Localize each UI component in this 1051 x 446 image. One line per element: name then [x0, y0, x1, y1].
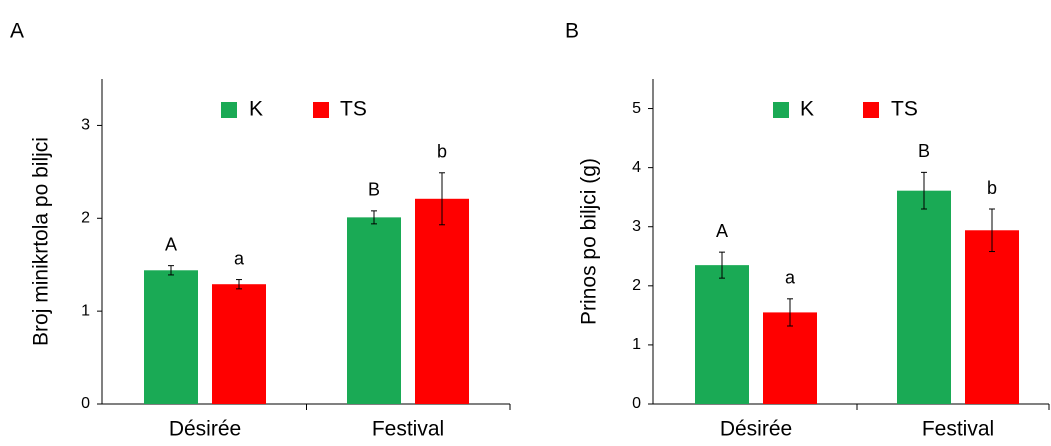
- chart-a-bar-ts: [415, 198, 469, 404]
- chart-a-x-tick-label: Festival: [372, 418, 444, 441]
- chart-a-panel-label: A: [10, 20, 24, 43]
- chart-b-y-tick-label: 5: [632, 100, 641, 117]
- chart-a-significance-letter: A: [165, 234, 177, 254]
- chart-b-significance-letter: B: [918, 141, 930, 161]
- chart-a-legend-label-ts: TS: [340, 98, 367, 121]
- chart-b-x-tick-label: Désirée: [720, 418, 792, 441]
- chart-b-bar-ts: [763, 312, 817, 404]
- chart-b-legend-label-ts: TS: [891, 98, 918, 121]
- chart-a-legend-label-k: K: [249, 98, 263, 121]
- chart-a-bar-ts: [212, 284, 266, 404]
- chart-a-y-axis-label: Broj minikrtola po biljci: [30, 137, 53, 346]
- chart-b-legend-label-k: K: [800, 98, 814, 121]
- chart-a-significance-letter: B: [368, 180, 380, 200]
- chart-a-bar-k: [347, 217, 401, 404]
- chart-b-significance-letter: b: [987, 178, 997, 198]
- chart-b-y-tick-label: 0: [632, 395, 641, 412]
- chart-a-significance-letter: b: [437, 142, 447, 162]
- chart-a-significance-letter: a: [234, 248, 245, 268]
- chart-b-y-axis-label: Prinos po biljci (g): [578, 158, 601, 325]
- chart-b-legend-swatch-ts: [863, 102, 879, 118]
- chart-b-y-tick-label: 1: [632, 336, 641, 353]
- chart-a-x-tick-label: Désirée: [169, 418, 241, 441]
- chart-b-bar-ts: [965, 230, 1019, 404]
- chart-b-y-tick-label: 4: [632, 159, 641, 176]
- chart-b-legend-swatch-k: [773, 102, 789, 118]
- chart-a-bar-k: [144, 270, 198, 404]
- chart-a-y-tick-label: 2: [81, 210, 90, 227]
- chart-b-panel-label: B: [565, 20, 579, 43]
- chart-b-significance-letter: A: [716, 221, 728, 241]
- chart-b-significance-letter: a: [785, 268, 796, 288]
- chart-b-x-tick-label: Festival: [922, 418, 994, 441]
- chart-b-y-tick-label: 2: [632, 277, 641, 294]
- chart-a-y-tick-label: 3: [81, 117, 90, 134]
- chart-b-bar-k: [695, 265, 749, 404]
- chart-b-y-tick-label: 3: [632, 218, 641, 235]
- chart-a-y-tick-label: 0: [81, 395, 90, 412]
- chart-b-bar-k: [897, 190, 951, 404]
- chart-a-legend-swatch-ts: [313, 102, 329, 118]
- chart-a-y-tick-label: 1: [81, 302, 90, 319]
- chart-a-legend-swatch-k: [221, 102, 237, 118]
